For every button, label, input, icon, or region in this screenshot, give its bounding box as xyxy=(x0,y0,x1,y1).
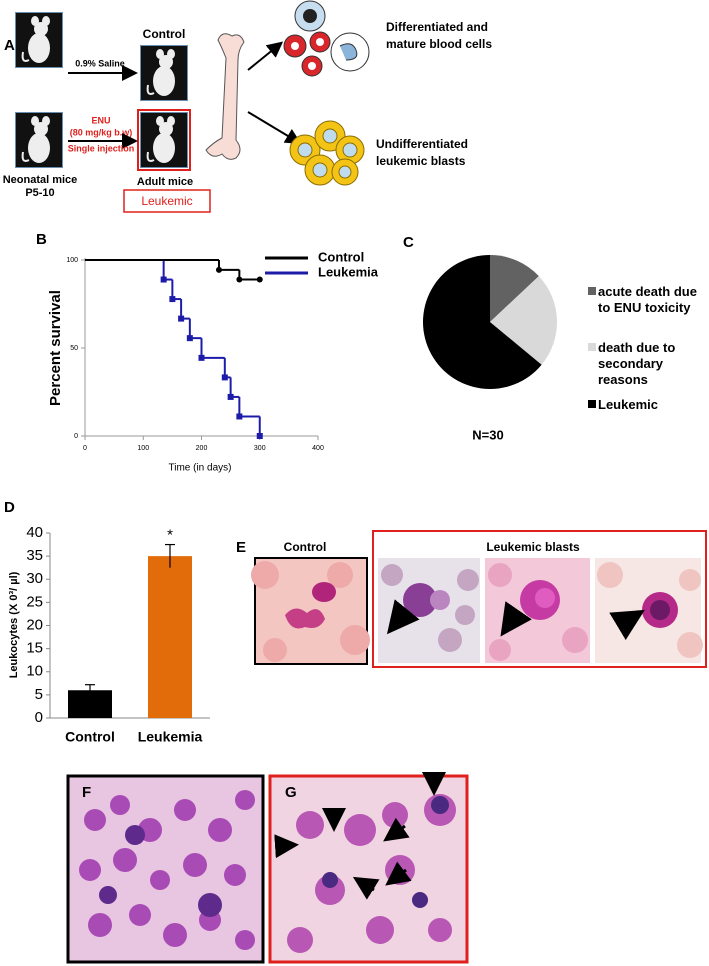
censor-marker xyxy=(236,276,243,283)
legend-label: Leukemic xyxy=(598,397,658,412)
mouse-icon xyxy=(15,12,63,68)
label: Undifferentiated xyxy=(376,137,468,151)
label-box xyxy=(123,189,211,213)
label: leukemic blasts xyxy=(376,154,466,168)
panel-label: G xyxy=(285,784,297,801)
label: (80 mg/kg b.w) xyxy=(70,127,133,137)
x-axis-label: Time (in days) xyxy=(169,463,232,474)
label: ENU xyxy=(91,115,110,125)
y-tick-label: 0 xyxy=(35,709,43,726)
censor-marker xyxy=(236,413,243,420)
censor-marker xyxy=(169,296,176,303)
x-tick-label: 100 xyxy=(137,445,149,452)
label: Control xyxy=(143,27,186,41)
x-tick-label: 400 xyxy=(312,445,324,452)
legend-label: Control xyxy=(318,249,364,264)
x-tick-label: Leukemia xyxy=(138,729,203,745)
label: Control xyxy=(284,540,327,554)
x-tick-label: Control xyxy=(65,729,115,745)
label: 0.9% Saline xyxy=(75,58,125,68)
highlight-box xyxy=(137,109,191,171)
label: Single injection xyxy=(68,143,135,153)
panel-label: A xyxy=(4,37,15,54)
label: Leukemic xyxy=(141,194,192,208)
panel-label: C xyxy=(403,234,414,251)
label: Neonatal mice xyxy=(3,174,78,186)
censor-marker xyxy=(256,276,263,283)
censor-marker xyxy=(215,266,222,273)
panel-label: D xyxy=(4,499,15,516)
mature-cells xyxy=(283,0,370,77)
label: P5-10 xyxy=(25,187,54,199)
pie-slice xyxy=(490,255,539,322)
y-axis-label: Leukocytes (X 0³/ µl) xyxy=(8,571,20,678)
y-tick-label: 25 xyxy=(26,593,43,610)
arrow xyxy=(247,41,284,71)
y-tick-label: 5 xyxy=(35,686,43,703)
y-tick-label: 0 xyxy=(74,433,78,440)
mouse-icon xyxy=(140,112,188,168)
micrograph xyxy=(251,557,370,665)
censor-marker xyxy=(227,393,234,400)
label: mature blood cells xyxy=(386,37,492,51)
annotation: N=30 xyxy=(472,427,503,442)
micrograph xyxy=(485,558,590,663)
y-tick-label: 35 xyxy=(26,547,43,564)
annotation: * xyxy=(167,527,173,544)
y-tick-label: 40 xyxy=(26,524,43,541)
y-tick-label: 20 xyxy=(26,616,43,633)
legend-swatch xyxy=(588,400,596,408)
micrograph xyxy=(595,558,703,663)
legend-label: Leukemia xyxy=(318,264,379,279)
micrograph xyxy=(66,774,265,964)
mouse-icon xyxy=(15,112,63,168)
mouse-icon xyxy=(140,45,188,101)
pie-slice xyxy=(490,276,557,365)
censor-marker xyxy=(178,315,185,322)
legend-label: acute death due to ENU toxicity xyxy=(598,284,697,315)
legend-label: death due to secondary reasons xyxy=(598,340,676,387)
y-tick-label: 100 xyxy=(66,257,78,264)
y-tick-label: 30 xyxy=(26,570,43,587)
y-tick-label: 50 xyxy=(70,345,78,352)
arrow xyxy=(247,111,302,145)
x-tick-label: 300 xyxy=(254,445,266,452)
label: Adult mice xyxy=(137,176,193,188)
panel-label: F xyxy=(82,784,91,801)
y-tick-label: 15 xyxy=(26,640,43,657)
censor-marker xyxy=(256,433,263,439)
bar xyxy=(148,556,192,718)
censor-marker xyxy=(186,335,193,342)
panel-label: E xyxy=(236,539,246,556)
y-axis-label: Percent survival xyxy=(47,290,64,406)
x-tick-label: 0 xyxy=(83,445,87,452)
legend-swatch xyxy=(588,287,596,295)
pie-slice xyxy=(422,255,542,389)
legend-swatch xyxy=(588,343,596,351)
micrograph xyxy=(378,558,480,663)
group-box xyxy=(372,530,707,668)
censor-marker xyxy=(221,374,228,381)
panel-label: B xyxy=(36,231,47,248)
censor-marker xyxy=(198,354,205,361)
label: Leukemic blasts xyxy=(486,540,580,554)
micrograph xyxy=(268,772,469,964)
y-tick-label: 10 xyxy=(26,663,43,680)
censor-marker xyxy=(160,276,167,283)
blast-cells xyxy=(289,120,365,186)
label: Differentiated and xyxy=(386,20,488,34)
bone xyxy=(205,33,245,160)
x-tick-label: 200 xyxy=(196,445,208,452)
